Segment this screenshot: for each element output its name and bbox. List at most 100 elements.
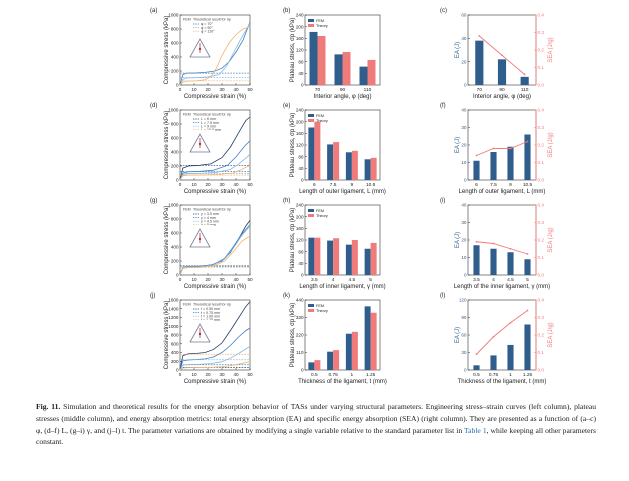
panel-label: (c) [440, 8, 447, 14]
x-axis-label: Length of inner ligament, γ (mm) [299, 284, 385, 290]
legend-entry: Theory [316, 24, 328, 28]
sea-point [492, 335, 495, 338]
y-tick-label: 400 [171, 150, 179, 155]
y-tick-label: 0 [301, 83, 304, 88]
x-tick-label: 3.5 [473, 277, 480, 283]
y-tick-label: 120 [296, 48, 304, 53]
y-tick-label: 1200 [168, 315, 179, 320]
legend-entry: γ = 3.5 mm [201, 212, 219, 216]
y-tick-label: 1000 [168, 13, 179, 18]
legend-fem: FEM [183, 208, 191, 212]
y2-tick-label: 0.3 [538, 30, 545, 35]
node-sketch [198, 47, 202, 51]
figure-caption: Fig. 11. Simulation and theoretical resu… [36, 401, 596, 448]
y-tick-label: 20 [461, 143, 467, 148]
y2-axis-label: SEA (J/g) [548, 322, 554, 347]
y-tick-label: 1600 [168, 298, 179, 303]
legend-fem: FEM [183, 113, 191, 117]
legend-swatch [308, 214, 314, 217]
x-axis-label: Compressive strain (%) [184, 189, 246, 195]
panel-label: (b) [283, 8, 290, 14]
y2-tick-label: 0.1 [538, 65, 545, 70]
sea-point [526, 140, 529, 143]
y2-tick-label: 0.1 [538, 160, 545, 165]
y-tick-label: 0 [464, 368, 467, 373]
plot-frame [179, 109, 251, 181]
legend-theory: Theoretical result for σp [193, 303, 231, 307]
x-tick-label: 90 [340, 87, 346, 93]
sea-line [476, 310, 528, 355]
sea-point [475, 154, 478, 157]
y-tick-label: 0 [464, 178, 467, 183]
theory-bar [370, 312, 377, 370]
x-tick-label: 10.5 [523, 182, 533, 188]
legend-entry: Theory [316, 309, 328, 313]
stress-strain-curve [179, 153, 251, 181]
x-axis-label: Compressive strain (%) [184, 379, 246, 385]
x-tick-label: 4 [492, 277, 495, 283]
x-tick-label: 5 [369, 277, 372, 283]
x-axis-label: Interior angle, φ (deg) [314, 94, 372, 100]
y-axis-label: Plateau stress, σp (kPa) [290, 208, 296, 272]
fem-bar [345, 152, 352, 180]
fem-bar [359, 66, 368, 85]
x-tick-label: 10 [191, 182, 197, 187]
fem-bar [327, 144, 334, 180]
y-tick-label: 40 [298, 166, 304, 171]
y2-axis-label: SEA (J/g) [548, 227, 554, 252]
legend-entry: φ = 90° [201, 26, 213, 30]
ea-bar [473, 160, 480, 180]
y-tick-label: 800 [171, 122, 179, 127]
y-tick-label: 160 [296, 226, 304, 231]
sea-point [509, 321, 512, 324]
panel-label: (j) [150, 293, 155, 299]
caption-text-end: , while keeping all other parameters con… [36, 425, 596, 447]
x-tick-label: 0 [179, 372, 182, 377]
legend-swatch [308, 309, 314, 312]
theory-bar [342, 52, 351, 85]
x-axis-label: Compressive strain (%) [184, 94, 246, 100]
x-tick-label: 0 [179, 87, 182, 92]
sea-line [476, 241, 528, 255]
x-tick-label: 30 [219, 182, 225, 187]
x-axis-label: Thickness of the ligament, t (mm) [298, 379, 387, 385]
x-tick-label: 70 [477, 87, 483, 93]
triangle-unit-cell-sketch [189, 323, 211, 343]
x-tick-label: 30 [219, 277, 225, 282]
sea-point [509, 147, 512, 150]
fem-bar [364, 248, 371, 275]
y-axis-label: Plateau stress, σp (kPa) [290, 303, 296, 367]
theory-bar [314, 237, 321, 275]
theory-bar [314, 360, 321, 370]
y-tick-label: 80 [298, 154, 304, 159]
y-tick-label: 10 [461, 255, 467, 260]
y2-tick-label: 0.4 [538, 13, 545, 18]
x-tick-label: 5 [526, 277, 529, 283]
ea-bar [507, 252, 514, 275]
x-axis-label: Length of outer ligament, L (mm) [299, 189, 386, 195]
theory-bar [333, 238, 340, 275]
sea-point [509, 247, 512, 250]
y2-tick-label: 0.2 [538, 333, 545, 338]
legend-theory: Theoretical result for σp [193, 113, 231, 117]
y-tick-label: 220 [296, 333, 304, 338]
y-tick-label: 10 [461, 160, 467, 165]
legend-entry: t = 1.00 mm [201, 314, 220, 318]
ea-bar [524, 324, 531, 370]
x-tick-label: 0.5 [311, 372, 318, 378]
y-axis-label: Plateau stress, σp (kPa) [290, 113, 296, 177]
y-tick-label: 600 [171, 231, 179, 236]
y2-tick-label: 0.0 [538, 178, 545, 183]
legend-swatch [308, 304, 314, 307]
y-axis-label: EA (J) [455, 232, 461, 248]
y-tick-label: 40 [461, 108, 467, 113]
y2-axis-label: SEA (J/g) [548, 132, 554, 157]
panel-label: (d) [150, 103, 157, 109]
legend-fem: FEM [183, 303, 191, 307]
theory-bar [333, 142, 340, 180]
table-1-link[interactable]: Table 1 [464, 425, 487, 435]
legend-theory: Theoretical result for σp [193, 18, 231, 22]
legend-entry: γ = 4.5 mm [201, 219, 219, 223]
legend-entry: FEM [316, 114, 324, 118]
